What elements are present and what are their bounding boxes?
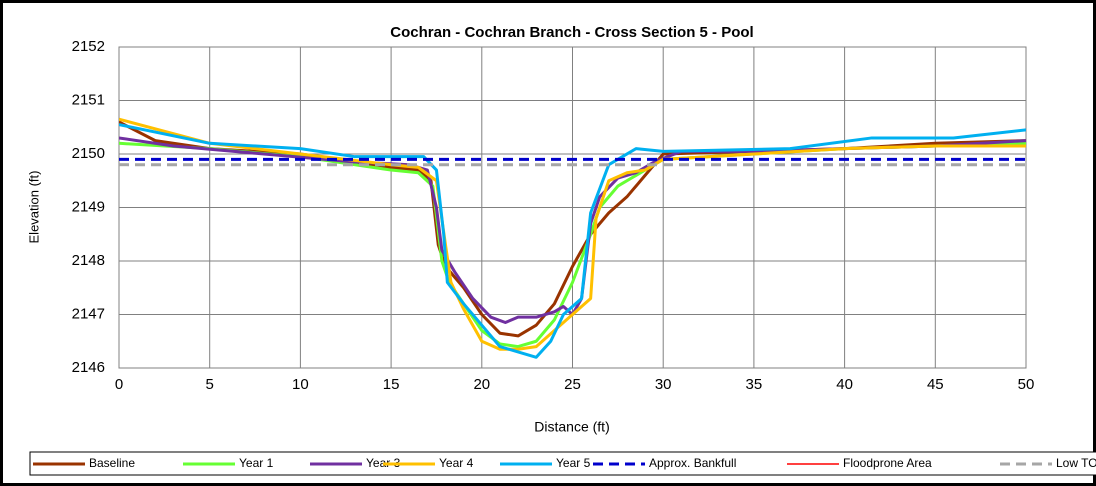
legend-label: Year 5 [556, 456, 591, 470]
series-line [119, 123, 1026, 359]
y-tick-label: 2146 [72, 359, 105, 376]
x-tick-label: 50 [1018, 376, 1035, 393]
y-tick-label: 2149 [72, 198, 105, 215]
x-tick-label: 35 [746, 376, 763, 393]
y-tick-label: 2148 [72, 252, 105, 269]
legend-label: Floodprone Area [843, 456, 932, 470]
x-tick-label: 30 [655, 376, 672, 393]
series-line [119, 120, 1026, 338]
y-tick-label: 2151 [72, 91, 105, 108]
chart-title: Cochran - Cochran Branch - Cross Section… [390, 24, 753, 41]
legend-label: Year 1 [239, 456, 274, 470]
y-tick-label: 2152 [72, 38, 105, 55]
x-tick-label: 40 [836, 376, 853, 393]
legend-label: Approx. Bankfull [649, 456, 736, 470]
x-tick-label: 20 [473, 376, 490, 393]
y-tick-label: 2147 [72, 305, 105, 322]
legend-label: Low TOB [1056, 456, 1096, 470]
x-tick-label: 10 [292, 376, 309, 393]
y-axis-label: Elevation (ft) [26, 171, 41, 244]
x-tick-label: 45 [927, 376, 944, 393]
x-tick-label: 0 [115, 376, 123, 393]
y-tick-label: 2150 [72, 145, 105, 162]
x-axis-label: Distance (ft) [534, 419, 609, 435]
legend-label: Baseline [89, 456, 135, 470]
legend-label: Year 4 [439, 456, 474, 470]
series-lines [119, 117, 1026, 359]
x-tick-label: 25 [564, 376, 581, 393]
x-tick-label: 15 [383, 376, 400, 393]
x-tick-label: 5 [206, 376, 214, 393]
legend [29, 451, 1096, 476]
